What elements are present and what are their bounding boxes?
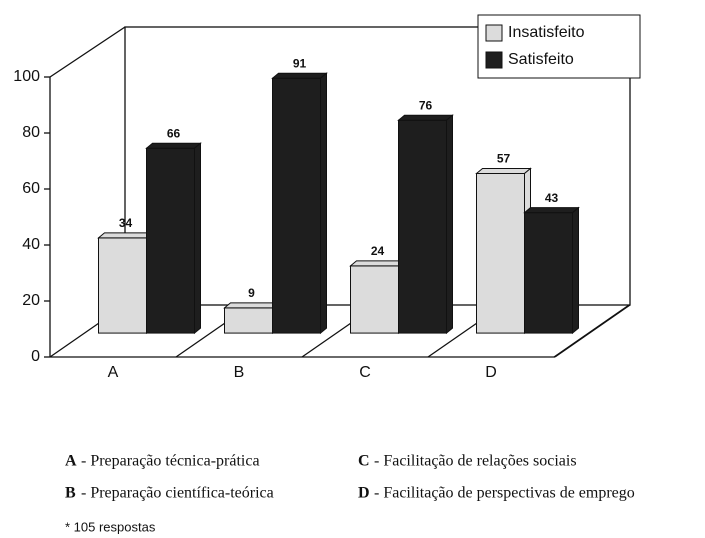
y-tick-label: 80 bbox=[22, 124, 40, 141]
bar-front bbox=[476, 172, 525, 334]
description: - Facilitação de relações sociais bbox=[374, 453, 577, 470]
bar-side bbox=[320, 72, 327, 335]
legend-label: Insatisfeito bbox=[508, 24, 585, 41]
description: - Facilitação de perspectivas de emprego bbox=[374, 485, 635, 502]
bar-top bbox=[523, 207, 580, 214]
y-tick-label: 60 bbox=[22, 180, 40, 197]
bar-top bbox=[145, 142, 202, 149]
y-tick-label: 20 bbox=[22, 292, 40, 309]
bar-side bbox=[572, 206, 579, 335]
legend-label: Satisfeito bbox=[508, 51, 574, 68]
description-key: C bbox=[358, 453, 370, 470]
bar-front bbox=[398, 119, 447, 334]
legend-swatch bbox=[485, 24, 503, 42]
footnote: * 105 respostas bbox=[65, 519, 156, 534]
x-tick-label: D bbox=[485, 364, 497, 381]
value-label: 57 bbox=[497, 152, 511, 166]
bar-front bbox=[98, 237, 147, 334]
bar-front bbox=[146, 147, 195, 334]
bar-top bbox=[397, 114, 454, 121]
description: - Preparação científica-teórica bbox=[81, 485, 274, 502]
y-tick-label: 0 bbox=[31, 348, 40, 365]
description: - Preparação técnica-prática bbox=[81, 453, 260, 470]
y-tick-label: 40 bbox=[22, 236, 40, 253]
value-label: 76 bbox=[419, 98, 433, 112]
value-label: 24 bbox=[371, 244, 385, 258]
x-tick-label: A bbox=[108, 364, 119, 381]
value-label: 91 bbox=[293, 56, 307, 70]
bar-top bbox=[223, 302, 280, 309]
value-label: 9 bbox=[248, 286, 255, 300]
bar-top bbox=[271, 72, 328, 79]
description-key: A bbox=[65, 453, 77, 470]
x-tick-label: B bbox=[234, 364, 245, 381]
bar-front bbox=[524, 212, 573, 334]
bar-top bbox=[475, 167, 532, 174]
value-label: 34 bbox=[119, 216, 133, 230]
bar-front bbox=[224, 307, 273, 334]
description-key: D bbox=[358, 485, 370, 502]
bar-side bbox=[194, 142, 201, 335]
floor-line bbox=[553, 304, 630, 358]
value-label: 43 bbox=[545, 191, 559, 205]
bar-top bbox=[97, 232, 154, 239]
legend-swatch bbox=[485, 51, 503, 69]
value-label: 66 bbox=[167, 126, 181, 140]
legend-box bbox=[477, 14, 641, 79]
description-key: B bbox=[65, 485, 76, 502]
bar-front bbox=[272, 77, 321, 334]
bar-side bbox=[446, 114, 453, 335]
bar-top bbox=[349, 260, 406, 267]
y-tick-label: 100 bbox=[13, 68, 40, 85]
bar-front bbox=[350, 265, 399, 334]
x-tick-label: C bbox=[359, 364, 371, 381]
